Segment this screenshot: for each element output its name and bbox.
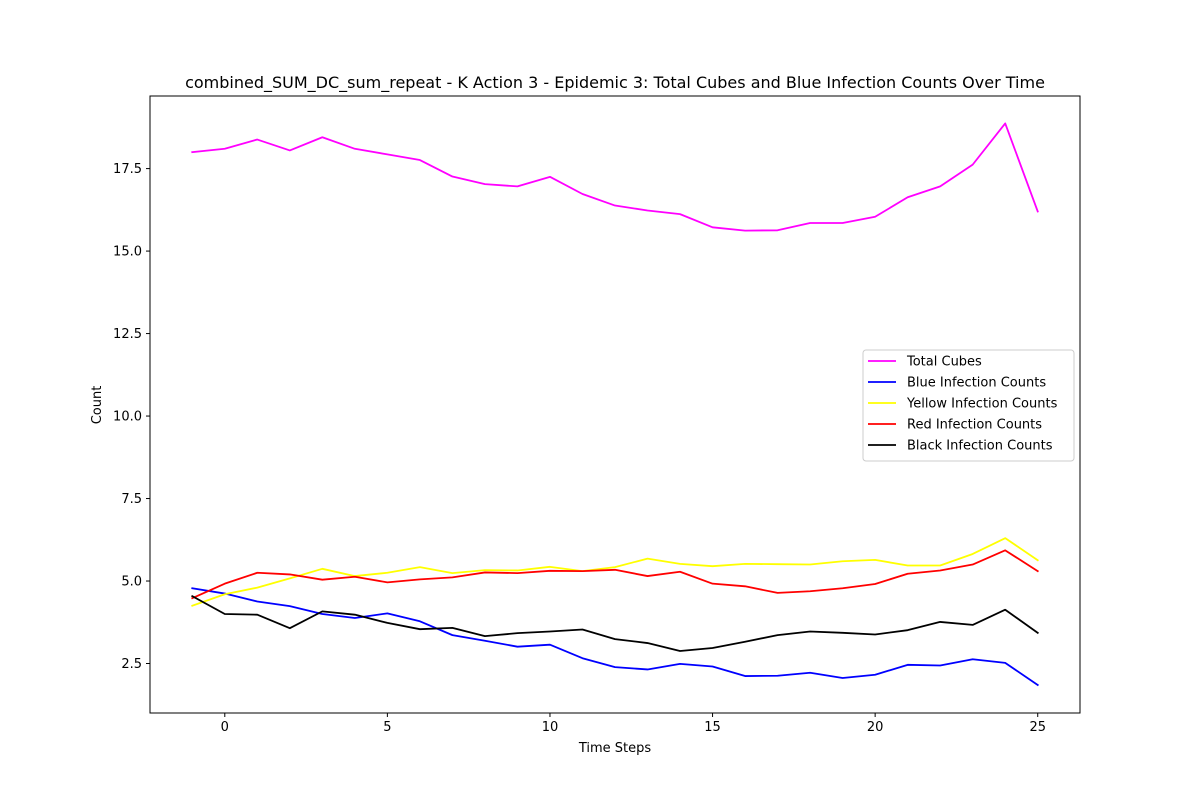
series-line-yellow-infection-counts — [191, 537, 1039, 607]
legend-box — [862, 349, 1075, 462]
x-axis-label: Time Steps — [578, 741, 652, 756]
legend-label-black-infection-counts: Black Infection Counts — [907, 439, 1053, 454]
y-axis: 2.5 5.0 7.5 10.0 12.5 15.0 17.5 — [113, 162, 150, 672]
y-tick-label: 12.5 — [113, 327, 142, 342]
y-tick-label: 5.0 — [121, 575, 142, 590]
y-tick-label: 2.5 — [121, 657, 142, 672]
legend: Total Cubes Blue Infection Counts Yellow I… — [862, 349, 1075, 462]
y-tick-label: 10.0 — [113, 410, 142, 425]
series-line-total-cubes — [191, 122, 1039, 232]
y-tick-label: 7.5 — [121, 492, 142, 507]
series-layer — [191, 122, 1039, 687]
x-axis: 0 5 10 15 20 25 — [221, 713, 1046, 735]
chart-title: combined_SUM_DC_sum_repeat - K Action 3 … — [185, 73, 1045, 93]
y-tick-label: 15.0 — [113, 245, 142, 260]
series-line-black-infection-counts — [191, 594, 1039, 652]
x-tick-label: 15 — [704, 720, 721, 735]
x-tick-label: 5 — [383, 720, 391, 735]
legend-label-yellow-infection-counts: Yellow Infection Counts — [906, 397, 1058, 412]
y-tick-label: 17.5 — [113, 162, 142, 177]
legend-label-total-cubes: Total Cubes — [906, 355, 982, 370]
x-tick-label: 20 — [867, 720, 884, 735]
series-line-blue-infection-counts — [191, 587, 1039, 687]
y-axis-label: Count — [90, 386, 105, 425]
series-line-red-infection-counts — [191, 549, 1039, 600]
x-tick-label: 0 — [221, 720, 229, 735]
x-tick-label: 10 — [542, 720, 559, 735]
legend-label-blue-infection-counts: Blue Infection Counts — [907, 376, 1046, 391]
x-tick-label: 25 — [1029, 720, 1046, 735]
legend-label-red-infection-counts: Red Infection Counts — [907, 418, 1042, 433]
